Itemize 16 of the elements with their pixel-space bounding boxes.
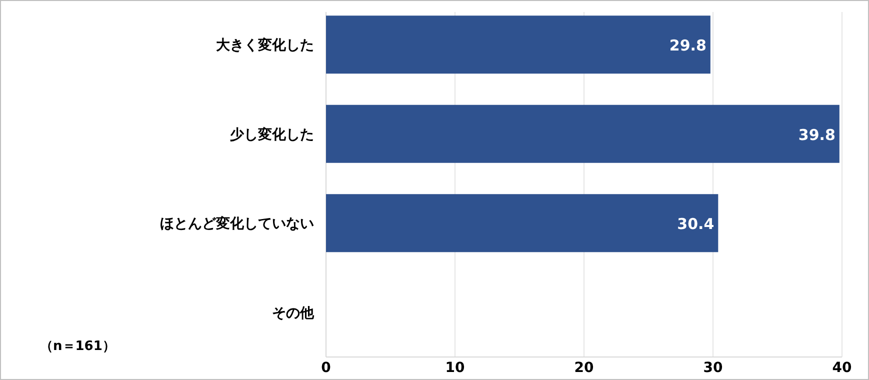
bar	[326, 16, 710, 74]
bar	[326, 194, 718, 252]
y-tick-label: その他	[272, 305, 315, 322]
y-tick-label: 少し変化した	[230, 126, 314, 143]
text: （n＝161）	[40, 339, 116, 354]
x-tick-label: 20	[574, 360, 594, 376]
x-tick-label: 10	[445, 360, 465, 376]
bar	[326, 104, 840, 163]
x-tick-label: 30	[703, 360, 723, 376]
y-tick-label: ほとんど変化していない	[160, 215, 314, 232]
data-label: 30.4	[677, 215, 714, 234]
x-tick-label: 40	[832, 360, 852, 376]
data-label: 29.8	[669, 36, 706, 55]
y-tick-label: 大きく変化した	[216, 36, 314, 54]
data-label: 39.8	[798, 126, 836, 144]
x-tick-label: 0	[321, 360, 332, 376]
